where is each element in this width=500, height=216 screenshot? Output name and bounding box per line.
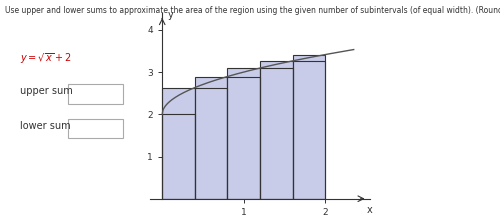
Text: upper sum: upper sum (20, 86, 73, 96)
FancyBboxPatch shape (68, 119, 122, 138)
FancyBboxPatch shape (68, 84, 122, 104)
Bar (292, 55, 325, 199)
Bar (260, 68, 292, 199)
Text: $y = \sqrt{x} + 2$: $y = \sqrt{x} + 2$ (20, 52, 72, 67)
Bar (228, 76, 260, 199)
Bar (195, 76, 228, 199)
Bar (228, 68, 260, 199)
Text: lower sum: lower sum (20, 121, 70, 131)
Bar (195, 87, 228, 199)
Bar (162, 114, 195, 199)
Text: x: x (367, 205, 373, 215)
Text: y: y (168, 10, 173, 20)
Bar (162, 87, 195, 199)
Bar (292, 61, 325, 199)
Bar (260, 61, 292, 199)
Text: Use upper and lower sums to approximate the area of the region using the given n: Use upper and lower sums to approximate … (5, 6, 500, 16)
